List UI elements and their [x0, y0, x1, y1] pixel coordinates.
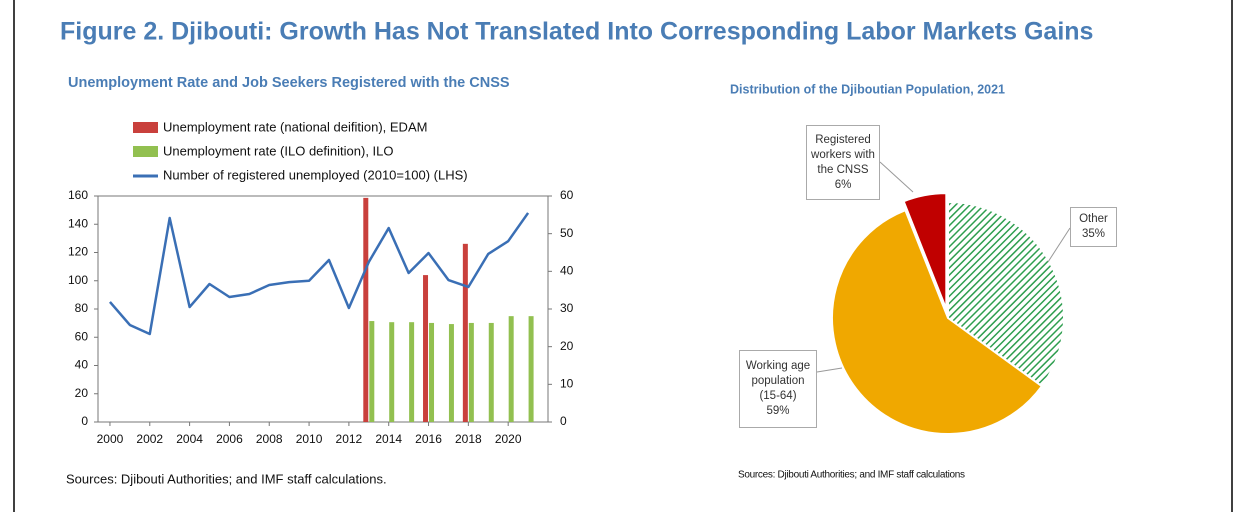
y-tick-label: 20 — [75, 386, 89, 400]
bar — [423, 275, 429, 422]
x-tick-label: 2012 — [336, 432, 363, 446]
y2-tick-label: 0 — [560, 414, 567, 428]
callout: Other 35% — [1070, 207, 1117, 247]
pie-slice — [947, 200, 1065, 388]
leader-line — [1047, 227, 1071, 263]
callout-text: Working age population (15-64) — [745, 360, 811, 402]
x-tick-label: 2020 — [495, 432, 522, 446]
bar — [363, 197, 369, 422]
bar — [462, 243, 468, 422]
y-tick-label: 100 — [68, 273, 88, 287]
leader-line — [816, 367, 843, 373]
x-tick-label: 2000 — [97, 432, 124, 446]
bar — [429, 322, 435, 422]
y-tick-label: 80 — [75, 301, 89, 315]
x-tick-label: 2018 — [455, 432, 482, 446]
bar — [369, 321, 375, 422]
legend-swatch — [133, 122, 158, 133]
callout-text: 59% — [766, 405, 790, 417]
y-tick-label: 120 — [68, 245, 88, 259]
y-tick-label: 60 — [75, 329, 89, 343]
bar — [448, 324, 454, 422]
y2-tick-label: 60 — [560, 188, 574, 202]
callout-text: Registered workers with the CNSS — [811, 133, 875, 176]
legend-label: Number of registered unemployed (2010=10… — [163, 167, 468, 182]
source: Sources: Djibouti Authorities; and IMF s… — [738, 470, 965, 481]
y2-tick-label: 40 — [560, 264, 574, 278]
figure-title: Figure 2. Djibouti: Growth Has Not Trans… — [60, 18, 1093, 46]
leader-line — [879, 161, 914, 193]
bar — [528, 316, 534, 422]
y-tick-label: 40 — [75, 358, 89, 372]
callout: Working age population (15-64) 59% — [739, 350, 817, 428]
legend-label: Unemployment rate (national deifition), … — [163, 119, 427, 134]
legend-swatch — [133, 146, 158, 157]
bar — [409, 322, 415, 422]
chart-title: Distribution of the Djiboutian Populatio… — [730, 82, 1005, 96]
callout-text: 6% — [834, 178, 852, 191]
x-tick-label: 2010 — [296, 432, 323, 446]
y2-tick-label: 20 — [560, 339, 574, 353]
legend-label: Unemployment rate (ILO definition), ILO — [163, 143, 394, 158]
bar — [468, 322, 474, 422]
chart-title: Unemployment Rate and Job Seekers Regist… — [68, 75, 510, 91]
pie-slice — [902, 192, 948, 310]
y2-tick-label: 50 — [560, 226, 574, 240]
plot-frame — [97, 195, 549, 423]
callout-text: 35% — [1081, 228, 1106, 240]
y-tick-label: 160 — [68, 188, 88, 202]
y-tick-label: 140 — [68, 216, 88, 230]
callout: Registered workers with the CNSS 6% — [806, 125, 880, 200]
y2-tick-label: 10 — [560, 377, 574, 391]
x-tick-label: 2008 — [256, 432, 283, 446]
bar — [389, 322, 395, 422]
bar — [488, 322, 494, 422]
source: Sources: Djibouti Authorities; and IMF s… — [66, 471, 387, 486]
x-tick-label: 2006 — [216, 432, 243, 446]
x-tick-label: 2016 — [415, 432, 442, 446]
callout-text: Other — [1079, 213, 1108, 225]
y2-tick-label: 30 — [560, 301, 574, 315]
y-tick-label: 0 — [81, 414, 88, 428]
pie-slice — [831, 208, 1044, 435]
line — [109, 212, 530, 336]
x-tick-label: 2002 — [136, 432, 163, 446]
x-tick-label: 2004 — [176, 432, 203, 446]
x-tick-label: 2014 — [375, 432, 402, 446]
bar — [508, 316, 514, 422]
